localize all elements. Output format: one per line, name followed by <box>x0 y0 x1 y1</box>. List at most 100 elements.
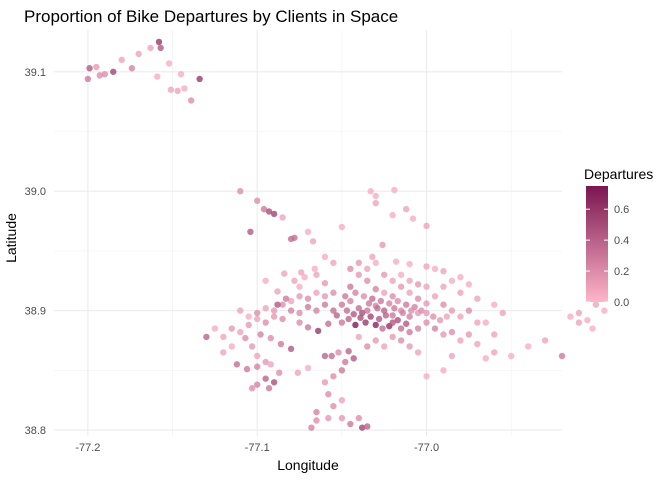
data-point <box>321 379 329 386</box>
data-point <box>357 314 364 321</box>
data-point <box>237 328 244 336</box>
data-point <box>270 210 278 218</box>
data-point <box>291 277 298 284</box>
data-point <box>96 72 103 79</box>
data-point <box>457 313 464 320</box>
data-point <box>592 301 600 308</box>
data-point <box>491 331 498 338</box>
data-point <box>345 348 352 355</box>
data-point <box>409 215 417 222</box>
data-point <box>333 312 340 319</box>
data-point <box>291 234 298 241</box>
data-point <box>394 316 401 324</box>
data-point <box>423 319 430 326</box>
data-point <box>342 293 349 300</box>
data-point <box>177 70 185 78</box>
data-point <box>423 309 430 317</box>
data-point <box>233 361 241 368</box>
data-point <box>313 271 320 278</box>
data-point <box>499 309 506 317</box>
data-point <box>403 205 410 213</box>
legend-ticks: 0.0 0.2 0.4 0.6 <box>586 204 629 309</box>
data-point <box>260 205 268 213</box>
data-point <box>262 358 269 366</box>
data-point <box>254 315 261 323</box>
data-point <box>267 334 274 342</box>
x-tick-label: -77.0 <box>414 442 439 454</box>
data-point <box>338 414 346 422</box>
data-point <box>392 258 400 265</box>
data-point <box>355 305 362 312</box>
data-point <box>301 273 308 281</box>
data-point <box>325 320 332 327</box>
data-point <box>372 192 379 200</box>
data-point <box>431 293 439 300</box>
data-point <box>369 295 376 302</box>
data-point <box>254 309 261 317</box>
data-point <box>430 313 437 320</box>
data-point <box>372 285 379 293</box>
data-point <box>314 327 322 335</box>
data-point <box>397 283 405 290</box>
data-point <box>262 375 269 382</box>
data-point <box>403 320 410 327</box>
data-point <box>313 307 320 314</box>
data-point <box>575 319 583 326</box>
data-point <box>157 44 164 52</box>
data-point <box>265 385 273 392</box>
data-point <box>423 263 430 270</box>
data-point <box>358 424 366 431</box>
data-point <box>342 358 349 366</box>
legend-tick-label: 0.0 <box>614 297 629 309</box>
data-point <box>330 259 337 267</box>
data-point <box>265 208 273 215</box>
data-point <box>304 295 312 302</box>
data-point <box>86 65 93 72</box>
data-point <box>440 331 447 338</box>
data-point <box>403 301 410 308</box>
data-point <box>347 265 354 273</box>
data-point <box>508 352 515 360</box>
data-point <box>262 277 269 284</box>
data-point <box>448 307 456 314</box>
data-point <box>347 283 354 290</box>
data-point <box>325 414 332 422</box>
data-point <box>397 337 405 344</box>
data-point <box>309 238 317 245</box>
legend-colorbar <box>586 186 608 302</box>
data-point <box>584 316 591 324</box>
data-point <box>135 50 142 58</box>
data-point <box>270 307 278 314</box>
data-point <box>248 343 256 350</box>
data-point <box>397 271 405 278</box>
data-point <box>93 63 100 71</box>
data-point <box>147 44 154 52</box>
data-point <box>330 373 337 380</box>
data-point <box>274 288 281 295</box>
data-point <box>101 70 109 78</box>
data-point <box>377 297 385 305</box>
data-point <box>394 297 401 305</box>
data-point <box>338 396 346 404</box>
data-point <box>165 60 173 67</box>
data-point <box>414 349 422 356</box>
data-point <box>436 316 444 324</box>
data-point <box>274 301 281 308</box>
data-point <box>181 85 188 92</box>
data-point <box>350 311 357 318</box>
data-point <box>313 408 320 416</box>
data-point <box>321 253 329 261</box>
data-point <box>296 293 303 300</box>
data-point <box>270 379 278 386</box>
data-point <box>389 312 396 319</box>
y-axis-label: Latitude <box>3 213 19 263</box>
x-tick-label: -77.1 <box>245 442 270 454</box>
y-tick-label: 38.9 <box>25 306 46 318</box>
data-points <box>84 38 608 431</box>
data-point <box>287 345 295 353</box>
data-point <box>381 271 388 278</box>
data-point <box>245 313 252 320</box>
data-point <box>294 369 302 376</box>
data-point <box>267 361 274 368</box>
